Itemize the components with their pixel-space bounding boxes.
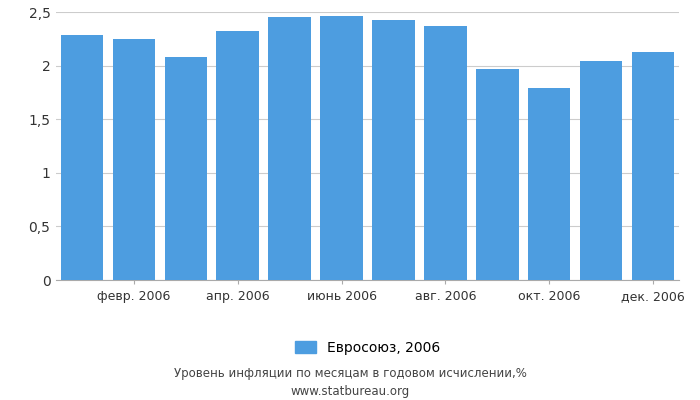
Text: www.statbureau.org: www.statbureau.org [290, 385, 410, 398]
Bar [268, 17, 311, 280]
Bar [372, 20, 414, 280]
Bar [321, 16, 363, 280]
Legend: Евросоюз, 2006: Евросоюз, 2006 [289, 335, 446, 360]
Bar [632, 52, 674, 280]
Bar [164, 57, 207, 280]
Bar [424, 26, 467, 280]
Bar [113, 39, 155, 280]
Bar [476, 69, 519, 280]
Bar [528, 88, 570, 280]
Bar [216, 31, 259, 280]
Bar [580, 61, 622, 280]
Text: Уровень инфляции по месяцам в годовом исчислении,%: Уровень инфляции по месяцам в годовом ис… [174, 368, 526, 380]
Bar [61, 34, 103, 280]
